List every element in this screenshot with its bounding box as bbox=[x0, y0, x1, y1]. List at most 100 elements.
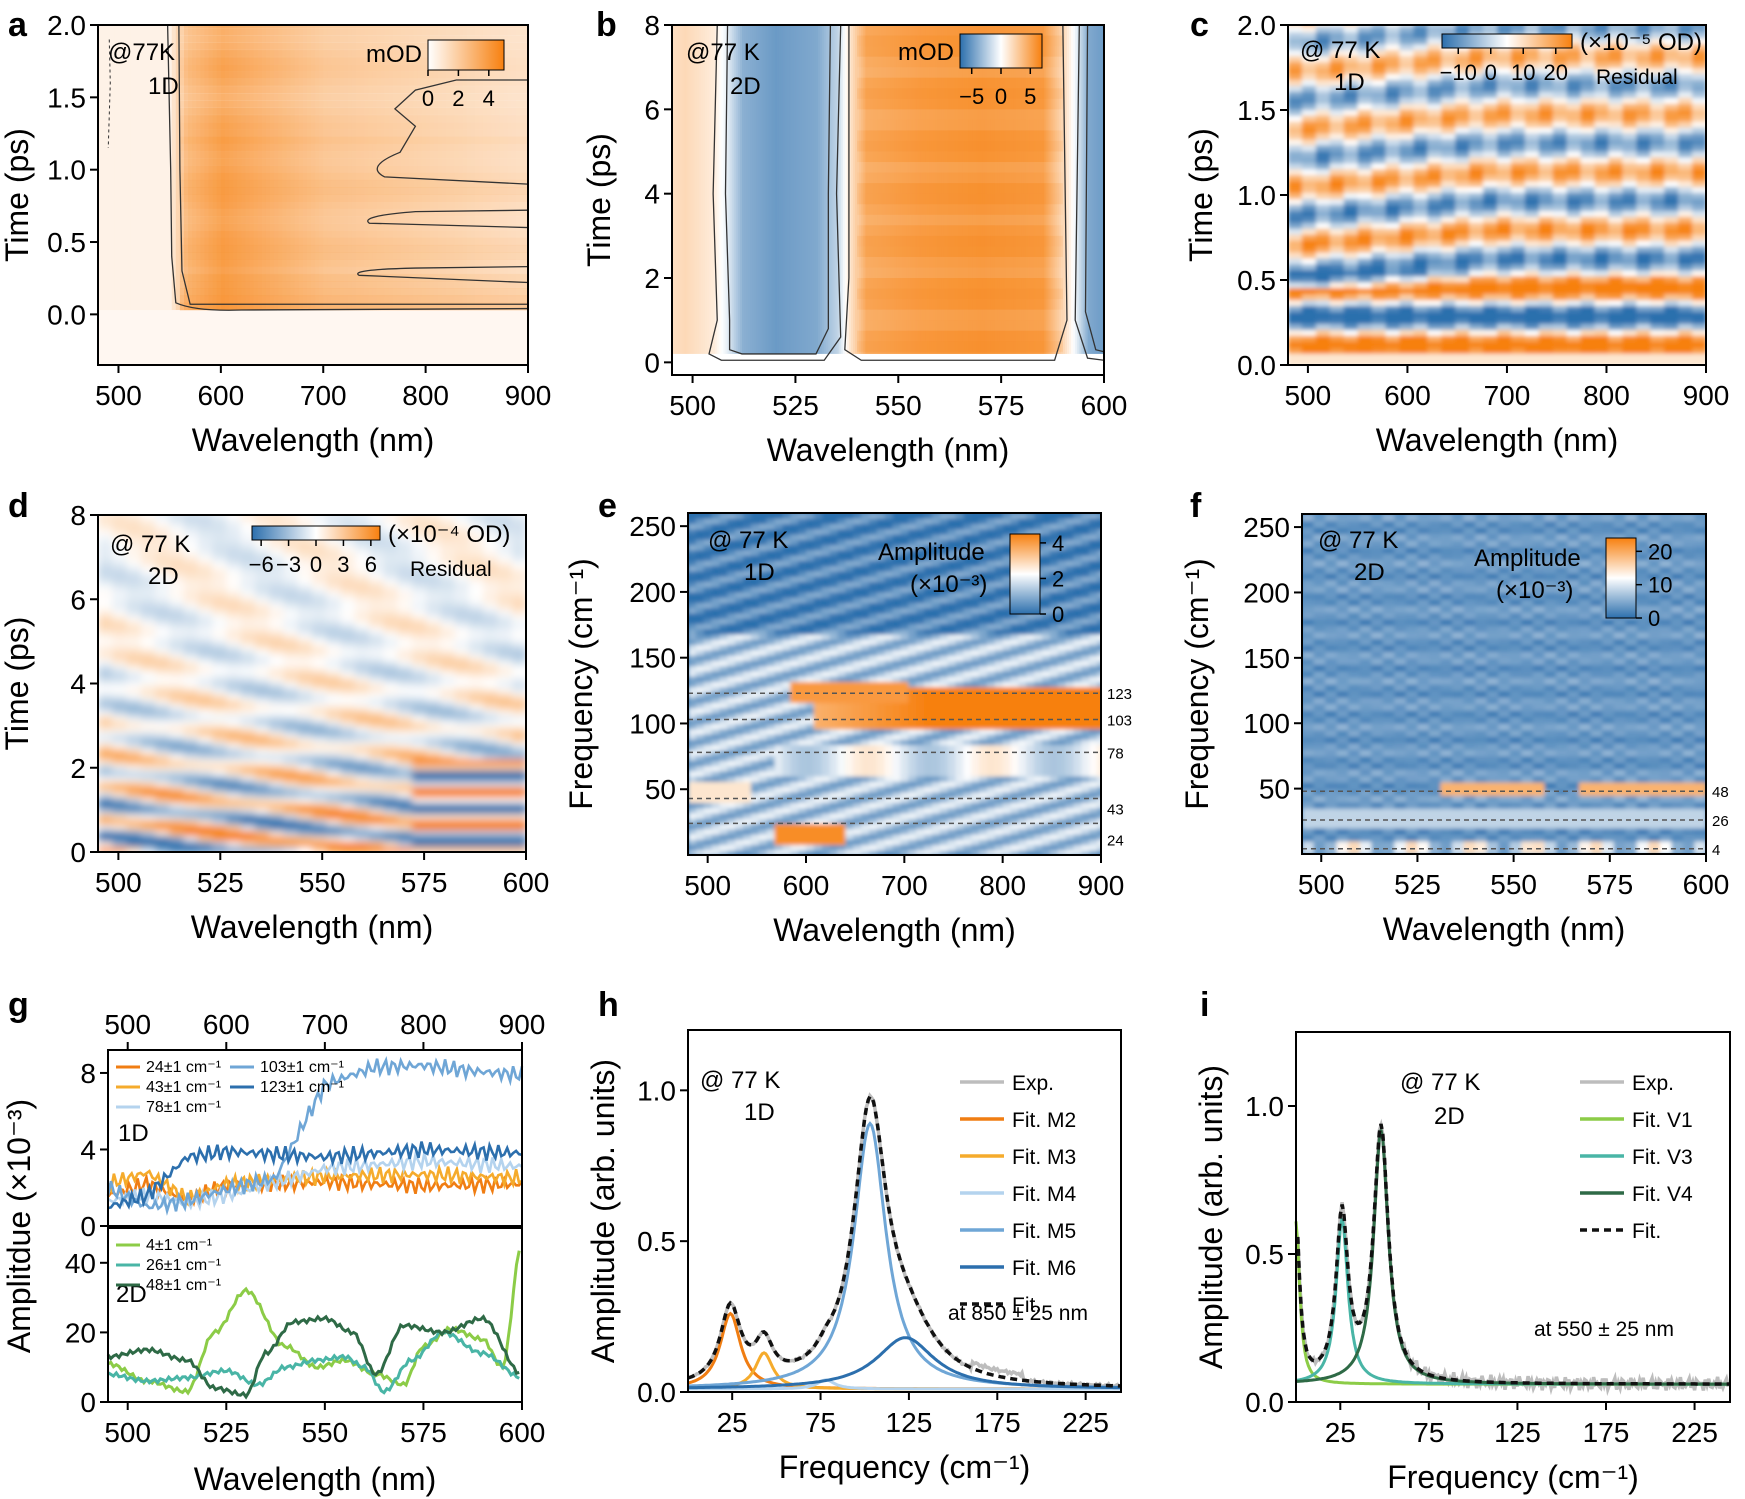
heatmap-cell bbox=[1692, 210, 1706, 217]
heatmap-cell bbox=[735, 618, 744, 625]
heatmap-cell bbox=[782, 555, 791, 561]
heatmap-cell bbox=[269, 715, 285, 722]
heatmap-cell bbox=[1042, 25, 1045, 375]
heatmap-cell bbox=[1678, 109, 1693, 116]
heatmap-cell bbox=[1357, 311, 1373, 318]
heatmap-cell bbox=[758, 833, 768, 840]
heatmap-cell bbox=[440, 682, 456, 689]
heatmap-row bbox=[179, 27, 528, 36]
heatmap-cell bbox=[857, 25, 860, 375]
heatmap-cell bbox=[254, 704, 270, 711]
heatmap-cell bbox=[126, 830, 142, 837]
heatmap-cell bbox=[1692, 25, 1706, 33]
heatmap-cell bbox=[98, 709, 113, 716]
heatmap-cell bbox=[695, 634, 705, 640]
heatmap-cell bbox=[155, 736, 170, 744]
heatmap-cell bbox=[1483, 347, 1498, 354]
heatmap-cell bbox=[1329, 127, 1345, 134]
heatmap-cell bbox=[98, 747, 113, 755]
heatmap-cell bbox=[269, 665, 285, 672]
heatmap-cell bbox=[727, 723, 736, 730]
heatmap-cell bbox=[269, 578, 285, 585]
heatmap-cell bbox=[183, 616, 199, 623]
heatmap-cell bbox=[212, 643, 227, 650]
heatmap-cell bbox=[155, 747, 170, 755]
heatmap-cell bbox=[155, 687, 170, 694]
heatmap-cell bbox=[197, 769, 213, 776]
heatmap-cell bbox=[240, 627, 256, 634]
heatmap-cell bbox=[695, 797, 705, 803]
heatmap-cell bbox=[454, 621, 470, 629]
heatmap-cell bbox=[106, 25, 111, 311]
heatmap-cell bbox=[126, 539, 142, 546]
heatmap-cell bbox=[1566, 115, 1582, 122]
heatmap-cell bbox=[1524, 281, 1540, 289]
heatmap-cell bbox=[426, 775, 441, 782]
heatmap-cell bbox=[1357, 156, 1373, 164]
heatmap-cell bbox=[440, 611, 456, 618]
heatmap-cell bbox=[1469, 115, 1484, 122]
heatmap-cell bbox=[169, 632, 185, 640]
heatmap-cell bbox=[1650, 85, 1665, 92]
heatmap-cell bbox=[470, 25, 476, 311]
heatmap-cell bbox=[1622, 281, 1637, 289]
contour-line bbox=[1084, 25, 1104, 353]
heatmap-cell bbox=[774, 634, 783, 640]
heatmap-cell bbox=[1427, 186, 1442, 194]
heatmap-cell bbox=[758, 539, 768, 546]
heatmap-cell bbox=[1497, 192, 1512, 199]
heatmap-cell bbox=[1566, 192, 1582, 199]
heatmap-cell bbox=[297, 813, 313, 820]
heatmap-cell bbox=[758, 723, 768, 730]
heatmap-cell bbox=[774, 602, 783, 609]
heatmap-row bbox=[857, 309, 1063, 321]
heatmap-cell bbox=[735, 528, 744, 535]
heatmap-cell bbox=[1413, 341, 1428, 348]
heatmap-cell bbox=[440, 780, 456, 787]
heatmap-cell bbox=[155, 758, 170, 765]
heatmap-row bbox=[179, 208, 528, 217]
heatmap-cell bbox=[711, 670, 721, 677]
heatmap-cell bbox=[483, 578, 499, 585]
heatmap-cell bbox=[1021, 25, 1025, 375]
heatmap-cell bbox=[326, 775, 342, 782]
heatmap-cell bbox=[1692, 144, 1706, 152]
heatmap-cell bbox=[383, 813, 399, 820]
heatmap-cell bbox=[169, 830, 185, 837]
heatmap-cell bbox=[727, 539, 736, 546]
heatmap-cell bbox=[1594, 91, 1610, 98]
heatmap-cell bbox=[240, 589, 256, 596]
heatmap-cell bbox=[750, 791, 760, 798]
heatmap-cell bbox=[426, 819, 441, 826]
heatmap-row bbox=[857, 299, 1063, 310]
heatmap-cell bbox=[383, 616, 399, 623]
heatmap-cell bbox=[1301, 323, 1317, 330]
heatmap-cell bbox=[240, 611, 256, 618]
heatmap-cell bbox=[1455, 359, 1470, 365]
heatmap-cell bbox=[1538, 91, 1554, 98]
heatmap-cell bbox=[719, 549, 728, 556]
heatmap-cell bbox=[483, 583, 499, 590]
heatmap-cell bbox=[183, 605, 199, 612]
heatmap-cell bbox=[454, 775, 470, 782]
y-tick-label: 0.5 bbox=[47, 227, 86, 258]
heatmap-cell bbox=[1483, 91, 1498, 98]
heatmap-cell bbox=[695, 586, 705, 593]
heatmap-cell bbox=[782, 760, 791, 767]
heatmap-cell bbox=[813, 25, 817, 375]
heatmap-cell bbox=[1497, 103, 1512, 110]
heatmap-cell bbox=[774, 791, 783, 798]
heatmap-cell bbox=[98, 802, 113, 809]
heatmap-cell bbox=[688, 849, 697, 855]
heatmap-cell bbox=[1441, 234, 1456, 241]
heatmap-cell bbox=[1678, 246, 1693, 253]
heatmap-cell bbox=[254, 736, 270, 744]
heatmap-cell bbox=[774, 513, 783, 519]
heatmap-cell bbox=[789, 25, 792, 375]
heatmap-cell bbox=[1552, 329, 1568, 336]
heatmap-cell bbox=[183, 654, 199, 661]
heatmap-cell bbox=[1678, 55, 1693, 63]
heatmap-cell bbox=[226, 621, 242, 629]
heatmap-cell bbox=[1497, 246, 1512, 253]
heatmap-cell bbox=[354, 846, 370, 852]
